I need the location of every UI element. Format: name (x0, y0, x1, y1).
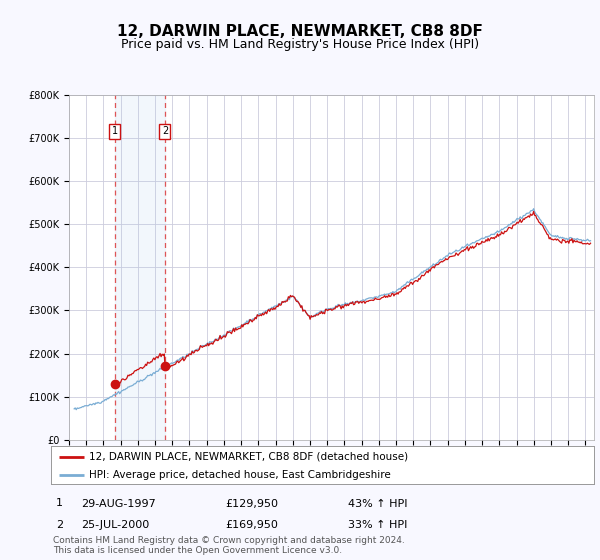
Text: 43% ↑ HPI: 43% ↑ HPI (348, 499, 407, 509)
Text: 1: 1 (56, 498, 63, 508)
Text: 33% ↑ HPI: 33% ↑ HPI (348, 520, 407, 530)
Text: HPI: Average price, detached house, East Cambridgeshire: HPI: Average price, detached house, East… (89, 470, 391, 480)
Text: 29-AUG-1997: 29-AUG-1997 (81, 499, 156, 509)
Text: £129,950: £129,950 (225, 499, 278, 509)
Text: 12, DARWIN PLACE, NEWMARKET, CB8 8DF: 12, DARWIN PLACE, NEWMARKET, CB8 8DF (117, 24, 483, 39)
Text: Contains HM Land Registry data © Crown copyright and database right 2024.
This d: Contains HM Land Registry data © Crown c… (53, 535, 404, 555)
Text: 25-JUL-2000: 25-JUL-2000 (81, 520, 149, 530)
Text: £169,950: £169,950 (225, 520, 278, 530)
Text: 1: 1 (112, 127, 118, 137)
Bar (115, 95, 165, 440)
Text: 2: 2 (56, 520, 63, 530)
Text: 12, DARWIN PLACE, NEWMARKET, CB8 8DF (detached house): 12, DARWIN PLACE, NEWMARKET, CB8 8DF (de… (89, 452, 408, 462)
Text: Price paid vs. HM Land Registry's House Price Index (HPI): Price paid vs. HM Land Registry's House … (121, 38, 479, 51)
Text: 2: 2 (162, 127, 168, 137)
